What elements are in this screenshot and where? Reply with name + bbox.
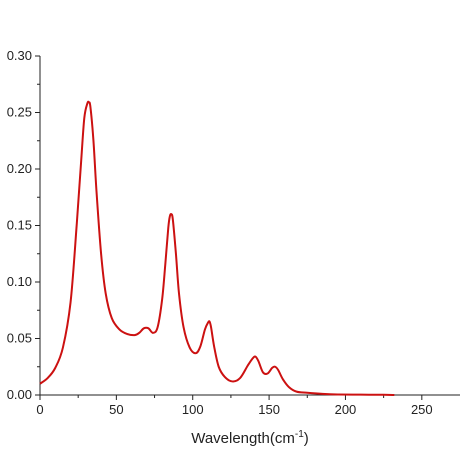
y-tick-label: 0.10 xyxy=(7,274,32,289)
x-axis-title: Wavelength(cm-1) xyxy=(191,429,309,447)
x-tick-label: 50 xyxy=(109,402,123,417)
spectrum-series-line xyxy=(39,100,395,396)
ticks: 0 50 100 150 200 250 0.00 0.05 0.10 0.15 0.20 0.25 0… xyxy=(7,48,433,417)
x-tick-label: 250 xyxy=(411,402,433,417)
x-tick-label: 0 xyxy=(36,402,43,417)
x-tick-label: 100 xyxy=(182,402,204,417)
axes xyxy=(39,56,460,396)
y-tick-label: 0.25 xyxy=(7,105,32,120)
x-axis-title-superscript: -1 xyxy=(295,429,304,440)
y-tick-label: 0.05 xyxy=(7,331,32,346)
x-tick-label: 200 xyxy=(335,402,357,417)
x-axis-title-main: Wavelength(cm xyxy=(191,430,295,447)
y-tick-label: 0.15 xyxy=(7,218,32,233)
y-tick-label: 0.00 xyxy=(7,387,32,402)
series-layer xyxy=(39,100,395,396)
y-tick-label: 0.20 xyxy=(7,161,32,176)
x-axis-title-close: ) xyxy=(304,430,309,447)
y-tick-label: 0.30 xyxy=(7,48,32,63)
x-tick-label: 150 xyxy=(258,402,280,417)
